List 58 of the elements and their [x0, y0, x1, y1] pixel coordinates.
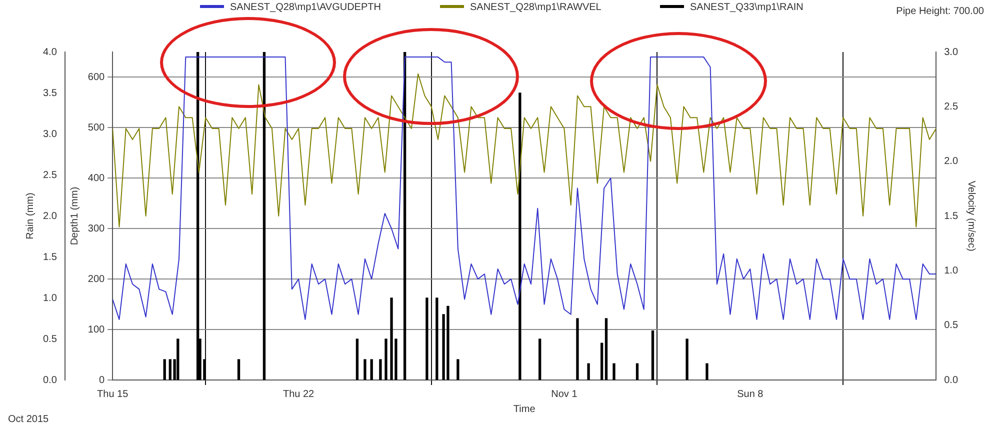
y3-tick-label: 0.0 [944, 374, 958, 386]
bar [364, 359, 366, 380]
x-tick-label: Nov 1 [551, 388, 578, 400]
y-tick-label: 2.0 [42, 210, 58, 222]
bar [356, 338, 359, 380]
bar [604, 318, 608, 380]
bar [237, 359, 240, 380]
bar [384, 338, 388, 380]
y-tick-label: 0.0 [42, 374, 58, 386]
y2-tick-label: 300 [88, 223, 106, 234]
x-axis-title: Time [513, 404, 536, 415]
text: Oct 2015 [8, 414, 50, 425]
bar [651, 330, 654, 380]
legend-label: SANEST_Q28\mp1\RAWVEL [470, 2, 602, 13]
y-tick-label: 0.5 [42, 334, 58, 345]
bar [379, 359, 382, 380]
legend-label: SANEST_Q33\mp1\RAIN [690, 2, 804, 13]
y3-tick-label: 1.5 [944, 210, 958, 222]
x-tick-label: Sun 8 [737, 388, 764, 400]
bar [370, 359, 373, 380]
bar [176, 338, 180, 380]
bar [587, 363, 590, 380]
y-axis-title: Rain (mm) [24, 192, 36, 240]
legend-label: SANEST_Q28\mp1\AVGUDEPTH [230, 2, 381, 13]
y-tick-label: 3.0 [42, 128, 58, 140]
y-tick-label: 1.0 [42, 292, 58, 304]
y3-tick-label: 3.0 [944, 46, 958, 58]
bar [456, 359, 460, 380]
bar [576, 318, 579, 380]
x-tick-label: Thu 22 [282, 388, 315, 400]
y2-axis-title: Depth1 (mm) [70, 186, 81, 246]
y3-axis-title: Velocity (m/sec) [965, 180, 976, 252]
bar [163, 359, 166, 380]
text: Pipe Height: 700.00 [896, 6, 984, 17]
y2-tick-label: 400 [88, 172, 106, 184]
bar [426, 298, 428, 380]
y3-tick-label: 2.5 [944, 101, 958, 112]
bar [262, 52, 266, 380]
bar [706, 363, 708, 380]
y2-tick-label: 500 [88, 122, 106, 134]
y3-tick-label: 0.5 [944, 320, 958, 332]
y-tick-label: 2.5 [42, 170, 58, 181]
y2-tick-label: 100 [88, 324, 106, 336]
y-tick-label: 3.5 [42, 88, 58, 99]
y3-tick-label: 2.0 [944, 156, 958, 168]
bar [436, 298, 438, 380]
bar [686, 338, 688, 380]
bar [636, 363, 639, 380]
y2-tick-label: 600 [88, 72, 106, 83]
bar [612, 363, 616, 380]
y2-tick-label: 200 [88, 274, 106, 285]
bar [538, 338, 542, 380]
x-tick-label: Thu 15 [97, 388, 129, 400]
y2-tick-label: 0 [99, 374, 106, 386]
bar [600, 342, 604, 380]
y-tick-label: 4.0 [42, 46, 58, 58]
y3-tick-label: 1.0 [944, 265, 958, 276]
y-tick-label: 1.5 [42, 252, 58, 263]
